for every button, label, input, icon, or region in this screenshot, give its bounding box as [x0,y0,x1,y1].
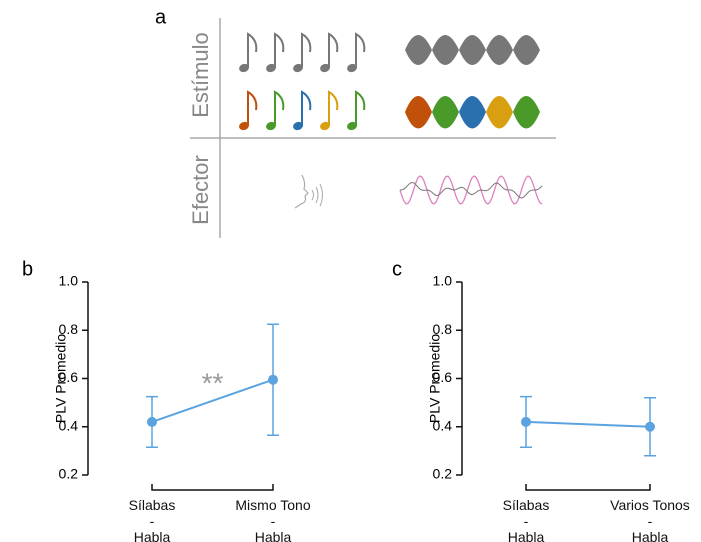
row-label: Efector [188,155,213,225]
wave-lobe [513,96,540,129]
y-tick-label: 0.8 [59,321,79,337]
wave-lobe [405,35,432,65]
panel-label: c [392,258,402,280]
note-stem [302,34,310,68]
sound-icon [312,184,323,206]
wave-lobe [486,96,513,129]
point [645,422,655,432]
wave-lobe [432,96,459,129]
waves [405,35,540,129]
wave-lobe [486,35,513,65]
note-stem [248,92,256,126]
speech-wave [400,182,542,198]
note-stem [302,92,310,126]
line [526,422,650,427]
note-stem [275,92,283,126]
y-tick-label: 0.4 [59,417,79,433]
wave-lobe [432,35,459,65]
x-bracket [152,484,273,490]
wave-lobe [459,96,486,129]
row-label: Estímulo [188,32,213,118]
note-stem [329,92,337,126]
x-tick-label: Mismo Tono - Habla [203,497,343,542]
y-tick-label: 1.0 [59,273,79,289]
y-tick-label: 0.4 [433,417,453,433]
canvas: a Estímulo Efector bPLV Promedio0.20.40.… [0,0,701,542]
wave-lobe [459,35,486,65]
y-tick-label: 0.2 [59,466,79,482]
note-stem [356,34,364,68]
point [521,417,531,427]
face-icon [295,175,308,208]
notes [238,34,364,131]
x-tick-label: Sílabas - Habla [456,497,596,542]
note-stem [329,34,337,68]
point [147,417,157,427]
point [268,375,278,385]
note-stem [248,34,256,68]
y-tick-label: 0.8 [433,321,453,337]
panel-label: b [22,258,33,280]
note-stem [275,34,283,68]
y-tick-label: 0.2 [433,466,453,482]
wave-lobe [513,35,540,65]
y-tick-label: 0.6 [59,369,79,385]
wave-lobe [405,96,432,129]
y-tick-label: 0.6 [433,369,453,385]
x-tick-label: Sílabas - Habla [82,497,222,542]
panel-label: a [155,6,167,28]
y-tick-label: 1.0 [433,273,453,289]
annotation: ** [202,367,224,398]
x-bracket [526,484,650,490]
figure: a Estímulo Efector bPLV Promedio0.20.40.… [0,0,701,542]
note-stem [356,92,364,126]
x-tick-label: Varios Tonos - Habla [580,497,701,542]
